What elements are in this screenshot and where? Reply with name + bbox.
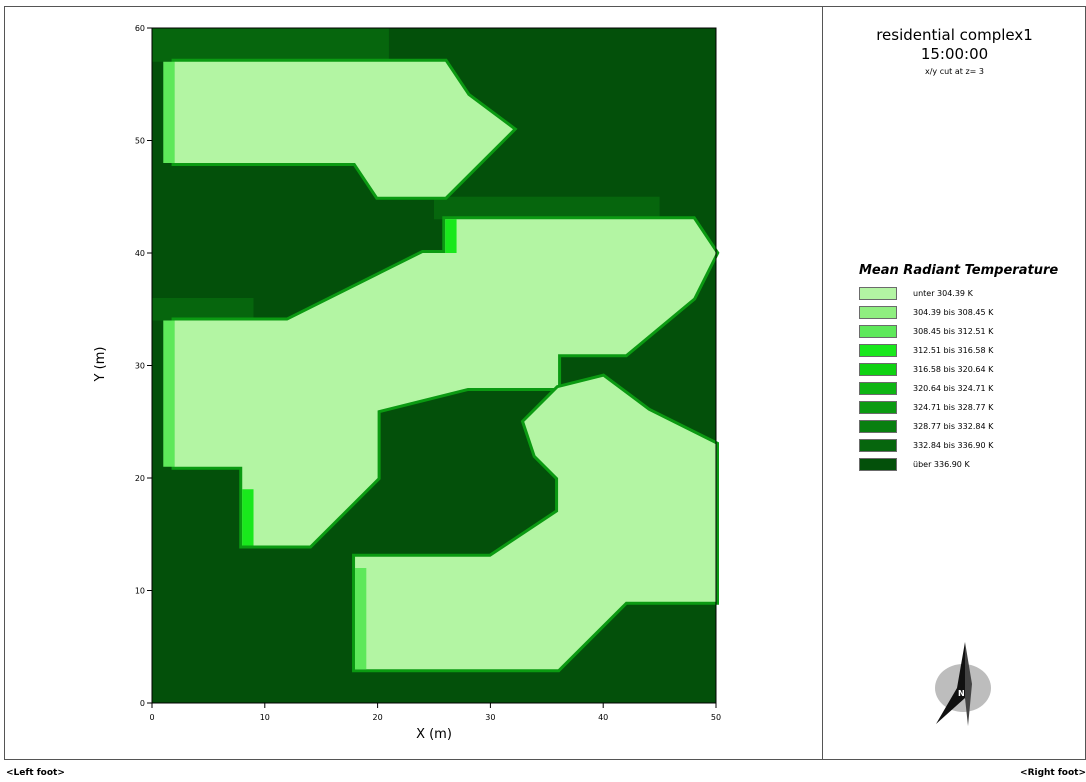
x-tick-label: 30 <box>485 713 495 722</box>
legend-label: 308.45 bis 312.51 K <box>913 327 994 336</box>
legend-label: 312.51 bis 316.58 K <box>913 346 994 355</box>
legend-item: 304.39 bis 308.45 K <box>859 303 1079 322</box>
legend-swatch <box>859 287 897 300</box>
legend-item: 308.45 bis 312.51 K <box>859 322 1079 341</box>
chart-title: residential complex1 <box>876 26 1033 44</box>
legend-item: 320.64 bis 324.71 K <box>859 379 1079 398</box>
legend-item: über 336.90 K <box>859 455 1079 474</box>
legend-swatch <box>859 420 897 433</box>
y-tick-label: 30 <box>135 362 145 371</box>
heatmap-band <box>152 28 389 62</box>
legend-label: unter 304.39 K <box>913 289 973 298</box>
legend-swatch <box>859 382 897 395</box>
legend-swatch <box>859 401 897 414</box>
legend-label: 304.39 bis 308.45 K <box>913 308 994 317</box>
legend-title: Mean Radiant Temperature <box>859 263 1059 278</box>
y-tick-label: 20 <box>135 474 145 483</box>
legend-label: über 336.90 K <box>913 460 970 469</box>
legend-swatch <box>859 439 897 452</box>
legend-item: unter 304.39 K <box>859 284 1079 303</box>
legend-label: 328.77 bis 332.84 K <box>913 422 994 431</box>
heatmap-region <box>355 376 716 670</box>
heatmap-plot: 0 10 20 30 40 50 0 10 20 30 40 50 60 Y (m) X (m) <box>93 24 721 742</box>
legend-swatch <box>859 306 897 319</box>
legend-label: 332.84 bis 336.90 K <box>913 441 994 450</box>
y-tick-label: 40 <box>135 249 145 258</box>
north-arrow-icon: N <box>935 642 991 726</box>
heatmap-edge-strip <box>163 320 175 467</box>
legend-swatch <box>859 325 897 338</box>
legend-swatch <box>859 344 897 357</box>
north-label: N <box>958 689 965 698</box>
y-tick-label: 0 <box>140 699 145 708</box>
legend-item: 332.84 bis 336.90 K <box>859 436 1079 455</box>
y-tick-label: 50 <box>135 137 145 146</box>
y-tick-label: 60 <box>135 24 145 33</box>
legend: unter 304.39 K 304.39 bis 308.45 K 308.45 … <box>859 284 1079 474</box>
heatmap-edge-strip <box>355 568 367 670</box>
legend-swatch <box>859 363 897 376</box>
footer-left: <Left foot> <box>6 768 65 778</box>
info-panel: residential complex1 15:00:00 x/y cut at… <box>823 6 1086 760</box>
x-tick-label: 50 <box>711 713 721 722</box>
legend-label: 316.58 bis 320.64 K <box>913 365 994 374</box>
panel-divider <box>822 6 823 760</box>
x-tick-label: 0 <box>149 713 154 722</box>
legend-item: 312.51 bis 316.58 K <box>859 341 1079 360</box>
x-tick-label: 40 <box>598 713 608 722</box>
heatmap-band <box>434 196 660 220</box>
legend-label: 324.71 bis 328.77 K <box>913 403 994 412</box>
heatmap-edge-strip <box>163 61 175 163</box>
heatmap-edge-strip <box>242 489 254 546</box>
legend-swatch <box>859 458 897 471</box>
chart-time: 15:00:00 <box>920 45 989 63</box>
x-axis-label: X (m) <box>416 727 452 742</box>
y-axis-label: Y (m) <box>93 347 108 383</box>
legend-item: 316.58 bis 320.64 K <box>859 360 1079 379</box>
legend-label: 320.64 bis 324.71 K <box>913 384 994 393</box>
x-tick-label: 20 <box>373 713 383 722</box>
legend-item: 324.71 bis 328.77 K <box>859 398 1079 417</box>
footer-right: <Right foot> <box>1020 768 1086 778</box>
legend-item: 328.77 bis 332.84 K <box>859 417 1079 436</box>
heatmap-band <box>152 298 254 321</box>
chart-subtitle: x/y cut at z= 3 <box>925 67 984 76</box>
heatmap-region <box>174 219 716 546</box>
x-tick-label: 10 <box>260 713 270 722</box>
heatmap-edge-strip <box>445 219 457 253</box>
heatmap-region <box>174 61 513 197</box>
y-tick-label: 10 <box>135 587 145 596</box>
